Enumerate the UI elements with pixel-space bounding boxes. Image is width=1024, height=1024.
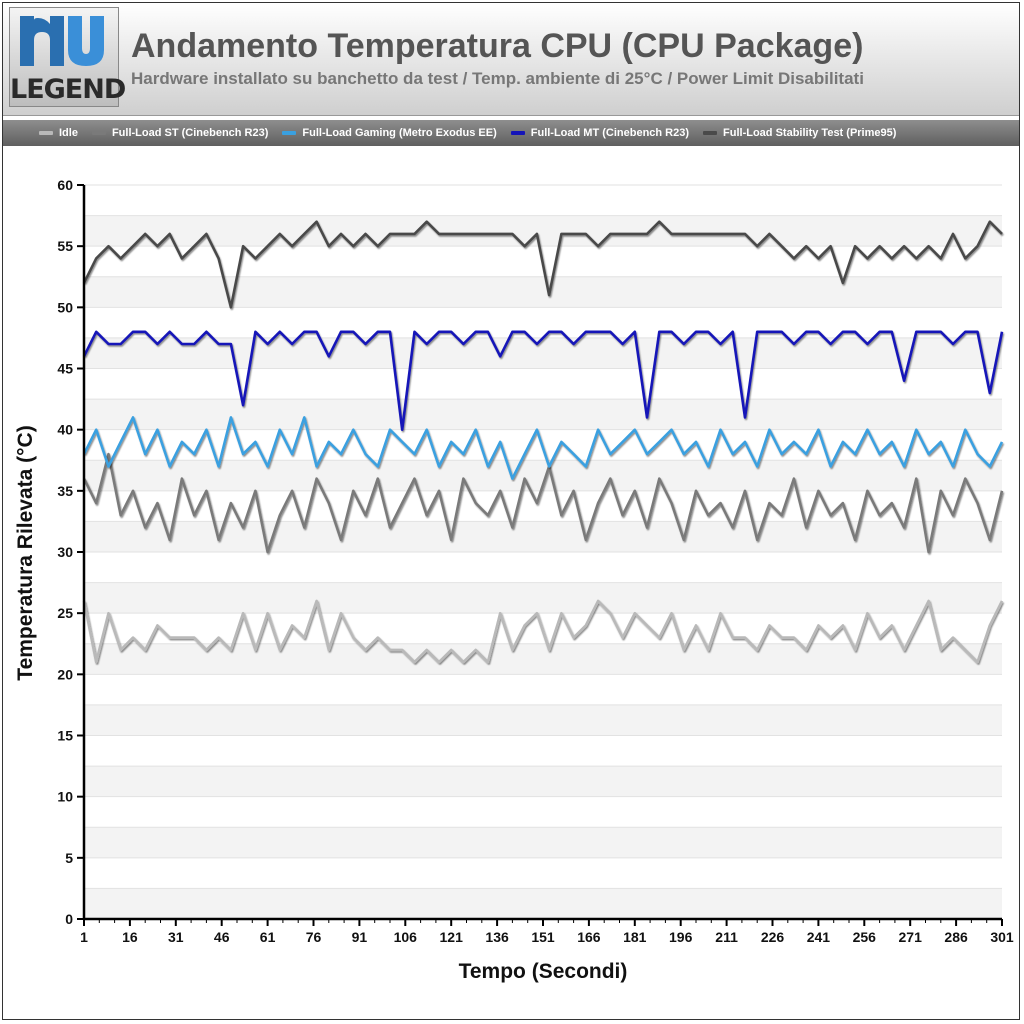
grid-band xyxy=(84,521,1002,552)
grid-band xyxy=(84,215,1002,247)
legend-item: Idle xyxy=(39,127,78,139)
x-tick-label: 136 xyxy=(485,929,509,945)
y-tick-label: 40 xyxy=(57,422,73,438)
y-tick-label: 55 xyxy=(57,238,73,254)
grid-band xyxy=(84,582,1002,614)
legend-item: Full-Load Stability Test (Prime95) xyxy=(703,127,896,139)
grid-band xyxy=(84,704,1002,736)
x-tick-label: 196 xyxy=(669,929,693,945)
y-tick-label: 45 xyxy=(57,361,73,377)
y-axis-title: Temperatura Rilevata (°C) xyxy=(14,425,37,680)
series-line xyxy=(82,220,1003,309)
grid-band xyxy=(84,337,1002,369)
x-tick-label: 286 xyxy=(944,929,968,945)
legend-swatch xyxy=(282,131,297,135)
x-tick-label: 1 xyxy=(80,929,88,945)
y-tick-label: 5 xyxy=(65,850,73,866)
chart-header: LEGEND Andamento Temperatura CPU (CPU Pa… xyxy=(3,3,1019,116)
series-line xyxy=(82,599,1004,664)
x-tick-label: 241 xyxy=(807,929,831,945)
y-tick-label: 35 xyxy=(57,483,73,499)
grid-band xyxy=(84,735,1002,767)
x-tick-label: 46 xyxy=(214,929,230,945)
grid-band xyxy=(84,643,1002,675)
series-line xyxy=(82,452,1004,554)
grid-band xyxy=(84,276,1002,308)
x-axis-title: Tempo (Secondi) xyxy=(459,960,628,983)
grid-band xyxy=(84,399,1002,430)
logo-mark-icon xyxy=(20,16,104,66)
x-tick-label: 121 xyxy=(440,929,464,945)
x-tick-label: 61 xyxy=(260,929,276,945)
y-tick-label: 20 xyxy=(57,666,73,682)
grid-band xyxy=(84,674,1002,705)
legend-item: Full-Load MT (Cinebench R23) xyxy=(510,127,690,139)
series-line xyxy=(82,330,1004,432)
legend-label: Full-Load Gaming (Metro Exodus EE) xyxy=(302,127,497,139)
grid-band xyxy=(84,827,1002,858)
legend-label: Full-Load MT (Cinebench R23) xyxy=(530,127,690,139)
y-tick-label: 0 xyxy=(65,911,73,927)
x-tick-label: 151 xyxy=(531,929,555,945)
chart-legend: Idle Full-Load ST (Cinebench R23) Full-Loa… xyxy=(3,120,1019,146)
legend-item: Full-Load Gaming (Metro Exodus EE) xyxy=(282,127,497,139)
chart-title: Andamento Temperatura CPU (CPU Package) xyxy=(131,27,864,65)
grid-band xyxy=(84,368,1002,400)
x-tick-label: 106 xyxy=(394,929,418,945)
series-line xyxy=(82,416,1004,480)
legend-label: Idle xyxy=(59,127,78,139)
y-tick-label: 15 xyxy=(57,728,73,744)
legend-item: Full-Load ST (Cinebench R23) xyxy=(91,127,269,139)
legend-swatch xyxy=(39,131,53,135)
x-tick-label: 211 xyxy=(715,929,738,945)
x-tick-label: 271 xyxy=(899,929,923,945)
x-tick-label: 76 xyxy=(306,929,322,945)
chart-subtitle: Hardware installato su banchetto da test… xyxy=(131,69,864,88)
legend-label: Full-Load ST (Cinebench R23) xyxy=(111,127,269,139)
y-tick-label: 50 xyxy=(57,299,73,315)
grid-band xyxy=(84,796,1002,828)
grid-band xyxy=(84,185,1002,216)
y-tick-label: 60 xyxy=(57,177,73,193)
x-tick-label: 16 xyxy=(122,929,138,945)
legend-swatch xyxy=(703,131,718,135)
y-tick-label: 10 xyxy=(57,789,73,805)
y-tick-label: 25 xyxy=(57,605,73,621)
y-tick-label: 30 xyxy=(57,544,73,560)
grid-band xyxy=(84,888,1002,919)
grid-band xyxy=(84,307,1002,338)
x-tick-label: 181 xyxy=(623,929,647,945)
legend-swatch xyxy=(510,131,525,135)
logo-text: LEGEND xyxy=(10,74,126,105)
x-tick-label: 31 xyxy=(168,929,184,945)
grid-band xyxy=(84,766,1002,797)
x-tick-label: 301 xyxy=(990,929,1014,945)
legend-label: Full-Load Stability Test (Prime95) xyxy=(723,127,897,139)
x-tick-label: 166 xyxy=(577,929,601,945)
x-tick-label: 91 xyxy=(352,929,368,945)
x-tick-label: 226 xyxy=(761,929,785,945)
x-tick-label: 256 xyxy=(853,929,877,945)
grid-band xyxy=(84,857,1002,889)
line-chart: 0 5 10 15 20 25 30 35 40 45 50 55 60 1 16 31 46 61 76 91 106… xyxy=(14,177,1014,983)
grid-band xyxy=(84,552,1002,583)
brand-logo: LEGEND xyxy=(9,7,126,107)
legend-swatch xyxy=(91,131,106,135)
